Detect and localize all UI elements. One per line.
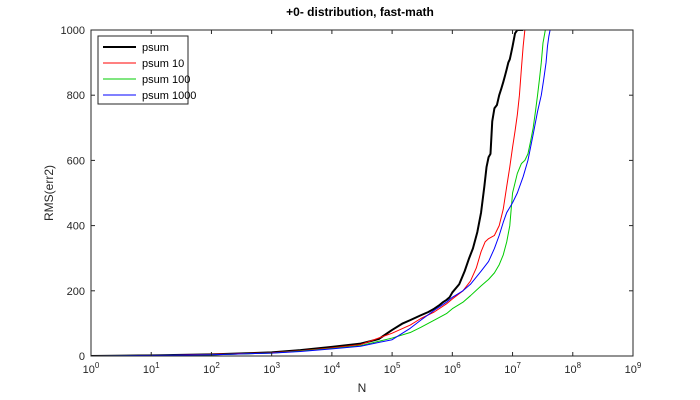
legend-label-1: psum	[142, 42, 169, 54]
x-tick-label: 102	[203, 361, 220, 376]
x-tick-label: 108	[564, 361, 581, 376]
y-tick-label: 0	[79, 351, 85, 363]
y-tick-label: 800	[67, 90, 85, 102]
plot-frame	[90, 29, 634, 357]
x-axis-label: N	[358, 381, 367, 395]
legend-label-3: psum 100	[142, 74, 190, 86]
x-tick-label: 109	[625, 361, 642, 376]
legend-label-2: psum 10	[142, 58, 184, 70]
x-tick-label: 103	[263, 361, 280, 376]
legend: psum psum 10 psum 100 psum 1000	[97, 35, 196, 105]
chart-title: +0- distribution, fast-math	[286, 5, 434, 19]
x-tick-label: 107	[504, 361, 521, 376]
x-tick-label: 106	[444, 361, 461, 376]
y-tick-label: 1000	[61, 25, 85, 37]
legend-label-4: psum 1000	[142, 90, 196, 102]
series-line-2	[91, 30, 527, 356]
y-tick-label: 400	[67, 221, 85, 233]
series-line-1	[91, 30, 524, 356]
series-layer	[91, 30, 552, 356]
y-axis-label: RMS(err2)	[42, 165, 56, 221]
axis-ticks: 100 101 102 103 104 105 106 107 108 109 0 200 400 600…	[61, 25, 642, 376]
y-tick-label: 200	[67, 286, 85, 298]
series-line-3	[91, 30, 546, 356]
x-tick-label: 101	[143, 361, 160, 376]
x-tick-label: 105	[384, 361, 401, 376]
x-tick-label: 104	[324, 361, 341, 376]
x-tick-label: 100	[83, 361, 100, 376]
y-tick-label: 600	[67, 155, 85, 167]
series-line-4	[91, 30, 552, 356]
